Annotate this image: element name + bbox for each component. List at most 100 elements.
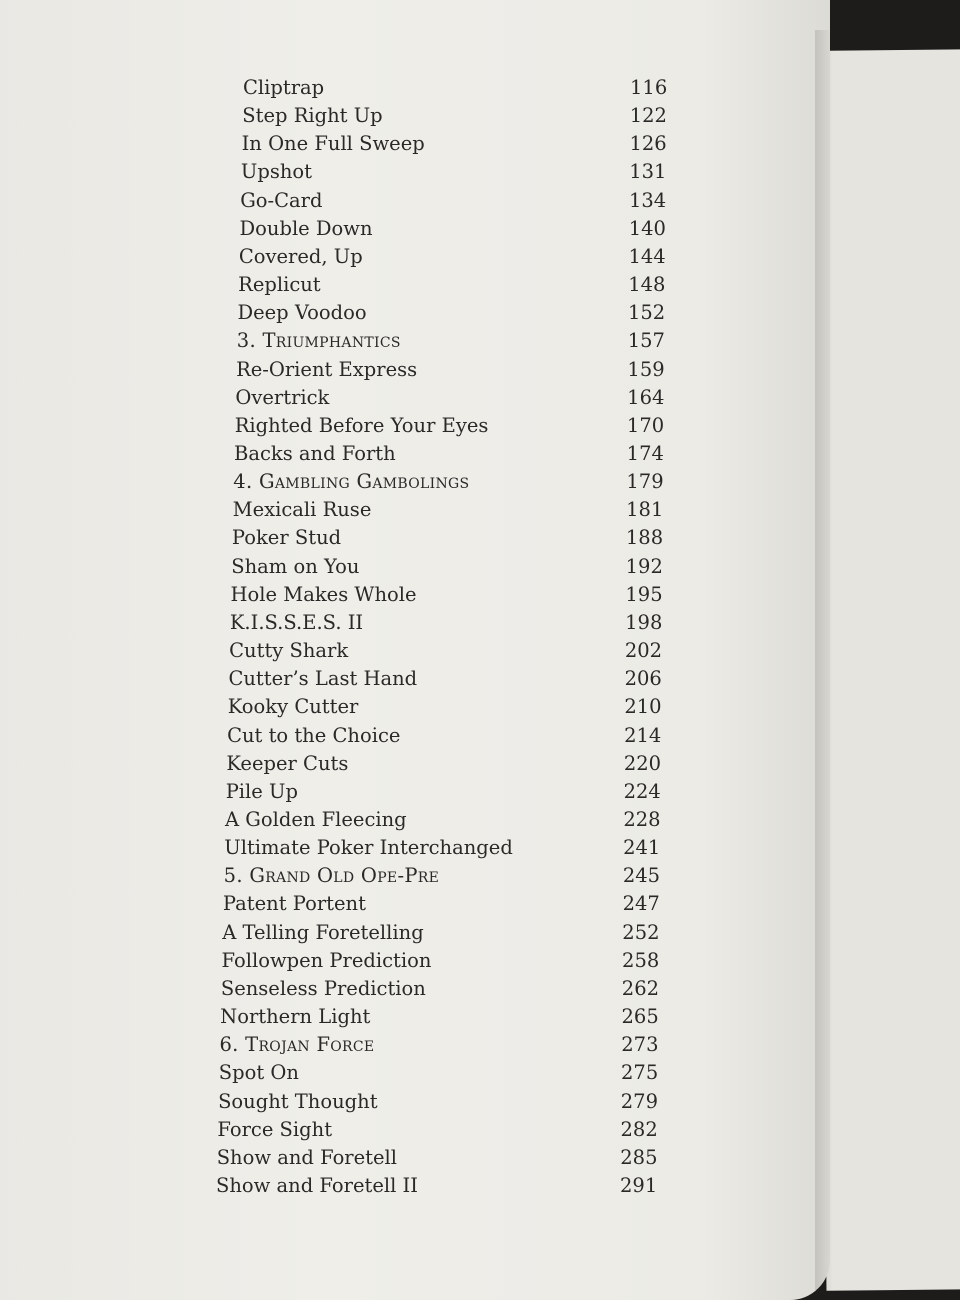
toc-page-number: 206 — [624, 667, 662, 691]
toc-page-number: 188 — [625, 526, 664, 550]
toc-entry-title: Senseless Prediction — [220, 976, 426, 1000]
toc-page-number: 179 — [626, 470, 664, 494]
toc-page-number: 195 — [625, 582, 663, 606]
toc-entry: Followpen Prediction 258 — [221, 948, 660, 972]
toc-entry-title: Replicut — [238, 273, 321, 297]
toc-entry: Go-Card 134 — [240, 188, 666, 212]
toc-entry-title: Sought Thought — [218, 1089, 378, 1113]
toc-entry: Cutty Shark 202 — [229, 639, 662, 663]
page-edge-shadow — [815, 30, 833, 1290]
toc-entry: Ultimate Poker Interchanged 241 — [224, 836, 660, 860]
toc-entry: Upshot 131 — [240, 160, 667, 184]
toc-entry: Cut to the Choice 214 — [227, 723, 661, 747]
toc-entry-title: Ultimate Poker Interchanged — [224, 836, 513, 860]
toc-entry-title: Sham on You — [231, 554, 360, 578]
toc-entry-title: 3. Triumphantics — [236, 329, 401, 353]
toc-page-number: 262 — [621, 976, 660, 1000]
toc-entry: In One Full Sweep 126 — [241, 132, 667, 156]
toc-entry: Show and Foretell II 291 — [216, 1174, 657, 1197]
toc-page-number: 134 — [628, 188, 667, 212]
toc-entry-title: Cutty Shark — [229, 639, 349, 663]
toc-page-number: 157 — [627, 329, 665, 353]
toc-entry: A Telling Foretelling 252 — [222, 921, 659, 944]
toc-entry: Pile Up 224 — [225, 779, 661, 803]
toc-page-number: 220 — [623, 751, 662, 775]
toc-entry-title: 4. Gambling Gambolings — [233, 470, 470, 494]
toc-entry-title: K.I.S.S.E.S. II — [229, 610, 364, 634]
toc-page-number: 122 — [629, 104, 667, 128]
toc-entry-title: Force Sight — [217, 1117, 333, 1141]
toc-page-number: 265 — [621, 1005, 659, 1029]
toc-entry: Poker Stud 188 — [232, 527, 663, 549]
toc-entry-title: Followpen Prediction — [221, 948, 432, 972]
toc-entry: Northern Light 265 — [220, 1006, 659, 1028]
toc-entry: Senseless Prediction 262 — [220, 976, 659, 1000]
toc-entry: Sought Thought 279 — [218, 1089, 658, 1113]
adjacent-page — [813, 49, 960, 1291]
toc-page-number: 198 — [625, 610, 663, 634]
toc-entry-title: Spot On — [218, 1061, 299, 1085]
toc-page-number: 174 — [626, 442, 664, 465]
toc-page-number: 148 — [628, 273, 666, 297]
toc-entry: Replicut 148 — [238, 273, 665, 297]
toc-entry-title: Hole Makes Whole — [230, 582, 417, 606]
toc-page-number: 126 — [629, 132, 667, 156]
toc-entry: Hole Makes Whole 195 — [230, 582, 663, 606]
toc-page-number: 282 — [620, 1117, 658, 1141]
toc-entry-title: Deep Voodoo — [237, 301, 367, 325]
toc-entry: Patent Portent 247 — [223, 893, 660, 915]
toc-entry-title: Upshot — [240, 160, 312, 184]
toc-page-number: 181 — [626, 498, 664, 522]
toc-entry: A Golden Fleecing 228 — [225, 808, 661, 831]
toc-entry-title: Mexicali Ruse — [232, 498, 372, 522]
toc-entry-title: A Golden Fleecing — [225, 808, 407, 831]
toc-page-number: 202 — [624, 639, 663, 663]
toc-entry: Mexicali Ruse 181 — [232, 498, 664, 522]
toc-entry-title: In One Full Sweep — [241, 132, 425, 156]
toc-entry-title: Cut to the Choice — [227, 723, 401, 747]
toc-page-number: 164 — [627, 385, 665, 409]
toc-entry: Step Right Up 122 — [242, 105, 667, 127]
toc-entry-title: Show and Foretell — [216, 1145, 398, 1169]
toc-entry: Show and Foretell 285 — [216, 1145, 658, 1169]
toc-page-number: 279 — [620, 1089, 658, 1113]
toc-entry-title: Pile Up — [225, 779, 298, 803]
toc-entry: Double Down 140 — [239, 216, 666, 240]
toc-page-number: 140 — [628, 216, 666, 240]
toc-entry: Spot On 275 — [218, 1061, 658, 1085]
toc-entry-title: Overtrick — [235, 385, 330, 409]
toc-page-number: 210 — [624, 695, 662, 719]
toc-entry: Sham on You 192 — [231, 554, 663, 578]
toc-page-number: 228 — [623, 808, 661, 831]
toc-page-number: 252 — [622, 920, 660, 944]
toc-entry-title: Show and Foretell II — [216, 1174, 418, 1197]
toc-page-number: 273 — [621, 1033, 659, 1057]
toc-section-heading: 5. Grand Old Ope-Pre 245 — [223, 864, 660, 888]
toc-entry-title: Keeper Cuts — [226, 751, 349, 775]
toc-page-number: 116 — [630, 76, 668, 99]
toc-page-number: 192 — [625, 554, 663, 578]
toc-entry-title: Cutter’s Last Hand — [228, 667, 418, 691]
toc-entry-title: Double Down — [239, 216, 373, 240]
toc-entry: Cliptrap 116 — [243, 76, 667, 99]
toc-entry: Cutter’s Last Hand 206 — [228, 667, 661, 691]
toc-page-number: 144 — [628, 244, 666, 268]
toc-entry-title: Righted Before Your Eyes — [234, 413, 489, 437]
toc-entry-title: Backs and Forth — [234, 442, 396, 465]
toc-page-number: 258 — [622, 948, 660, 972]
toc-section-heading: 6. Trojan Force 273 — [219, 1033, 658, 1057]
toc-entry-title: Cliptrap — [243, 76, 325, 99]
toc-entry-title: 5. Grand Old Ope-Pre — [223, 864, 440, 888]
toc-entry: Keeper Cuts 220 — [226, 751, 661, 775]
toc-page-number: 285 — [620, 1145, 658, 1169]
toc-entry: Force Sight 282 — [217, 1117, 657, 1141]
toc-page-number: 224 — [623, 779, 661, 803]
toc-entry: Kooky Cutter 210 — [227, 695, 662, 719]
toc-section-heading: 3. Triumphantics 157 — [236, 329, 665, 353]
toc-entry-title: 6. Trojan Force — [219, 1033, 375, 1057]
toc-entry-title: Go-Card — [240, 188, 323, 212]
toc-entry-title: Re-Orient Express — [236, 357, 418, 381]
toc-page-number: 131 — [629, 160, 667, 184]
toc-entry-title: Kooky Cutter — [227, 695, 359, 719]
toc-page-number: 275 — [621, 1061, 659, 1085]
